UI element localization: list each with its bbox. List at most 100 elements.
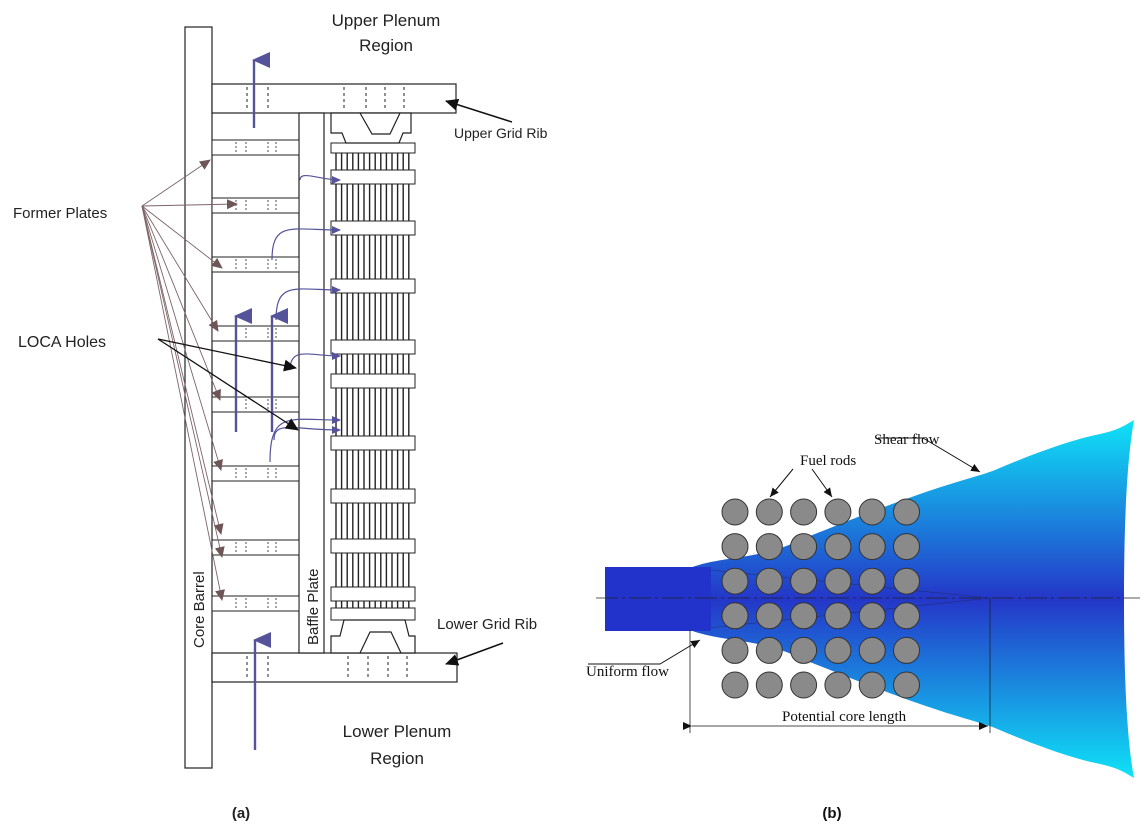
panel-b-leaders bbox=[588, 437, 981, 665]
fuel-rod bbox=[790, 602, 818, 630]
lower-grid-rib bbox=[211, 652, 458, 683]
lower-nozzle-detail bbox=[359, 631, 402, 654]
fuel-rod bbox=[790, 671, 818, 699]
former-plate-pointer bbox=[141, 205, 225, 601]
top-end-plate bbox=[330, 142, 416, 154]
lower-plenum-label-line2: Region bbox=[370, 749, 424, 768]
fuel-rod bbox=[755, 567, 783, 595]
former-plate bbox=[211, 197, 300, 214]
upper-plenum-label-line1: Upper Plenum bbox=[332, 11, 441, 30]
loca-flow-curve bbox=[299, 175, 341, 184]
loca-flow-curve bbox=[271, 225, 341, 261]
fuel-rod bbox=[755, 671, 783, 699]
fuel-rods-label: Fuel rods bbox=[800, 453, 856, 469]
former-plate-pointer bbox=[141, 205, 223, 269]
fuel-rod bbox=[858, 671, 886, 699]
spacer-grid bbox=[330, 169, 416, 185]
fuel-rod bbox=[790, 567, 818, 595]
upper-nozzle-detail bbox=[359, 112, 401, 135]
former-plate-pointer bbox=[141, 159, 211, 207]
potential-core-length-label: Potential core length bbox=[782, 709, 907, 725]
baffle-plate-label: Baffle Plate bbox=[305, 569, 322, 645]
fuel-rod bbox=[893, 602, 920, 630]
lower-plenum-label-line1: Lower Plenum bbox=[343, 722, 452, 741]
panel-a bbox=[184, 26, 458, 769]
former-plate bbox=[211, 396, 300, 413]
former-plates-label: Former Plates bbox=[13, 205, 107, 222]
former-plate-pointers bbox=[141, 159, 238, 601]
fuel-rod bbox=[790, 533, 818, 561]
former-plate-pointer bbox=[141, 205, 219, 332]
former-plate bbox=[211, 595, 300, 612]
upper-grid-rib-label: Upper Grid Rib bbox=[454, 125, 548, 141]
fuel-rod bbox=[824, 567, 852, 595]
fuel-rod bbox=[721, 671, 749, 699]
fuel-rod bbox=[858, 602, 886, 630]
fuel-rod bbox=[721, 533, 749, 561]
spacer-grid bbox=[330, 339, 416, 355]
core-barrel-label: Core Barrel bbox=[191, 571, 208, 648]
fuel-rod bbox=[755, 602, 783, 630]
former-plate-pointer bbox=[141, 205, 224, 535]
former-plate bbox=[211, 465, 300, 482]
lower-grid-rib-label: Lower Grid Rib bbox=[437, 616, 537, 633]
fuel-rod bbox=[824, 498, 852, 526]
fuel-rod bbox=[721, 567, 749, 595]
fuel-rod bbox=[893, 636, 920, 664]
fuel-assembly bbox=[330, 142, 416, 621]
panel-a-labels: Upper Plenum Region Lower Plenum Region … bbox=[13, 11, 548, 822]
fuel-rod bbox=[858, 533, 886, 561]
panel-b: Shear flow Fuel rods Uniform flow Potent… bbox=[586, 420, 1140, 822]
spacer-grid bbox=[330, 220, 416, 236]
fuel-rod bbox=[824, 602, 852, 630]
core-barrel bbox=[184, 26, 213, 769]
upper-plenum-label-line2: Region bbox=[359, 36, 413, 55]
spacer-grid bbox=[330, 586, 416, 602]
former-plate bbox=[211, 139, 300, 156]
fuel-rod bbox=[721, 636, 749, 664]
fuel-rod bbox=[721, 498, 749, 526]
panel-b-labels: Shear flow Fuel rods Uniform flow Potent… bbox=[586, 432, 940, 725]
spacer-grid bbox=[330, 373, 416, 389]
loca-holes-label: LOCA Holes bbox=[18, 334, 106, 351]
former-plate bbox=[211, 325, 300, 342]
former-plate-pointer bbox=[141, 205, 223, 471]
fuel-rod bbox=[824, 671, 852, 699]
former-plate bbox=[211, 256, 300, 273]
fuel-rod bbox=[893, 533, 920, 561]
fuel-rod bbox=[721, 602, 749, 630]
former-plates bbox=[211, 139, 300, 612]
grid-rib-holes bbox=[246, 87, 408, 679]
spacer-grid bbox=[330, 278, 416, 294]
fuel-rod bbox=[893, 498, 920, 526]
lower-nozzle bbox=[330, 619, 416, 654]
shear-flow-region bbox=[620, 420, 1134, 778]
fuel-rod bbox=[790, 498, 818, 526]
caption-b: (b) bbox=[822, 805, 841, 822]
spacer-grid bbox=[330, 538, 416, 554]
fuel-rod bbox=[824, 636, 852, 664]
caption-a: (a) bbox=[232, 805, 250, 822]
fuel-rod bbox=[755, 636, 783, 664]
fuel-rod-array bbox=[721, 498, 920, 699]
loca-pointers bbox=[157, 338, 299, 431]
former-plate-pointer bbox=[141, 205, 221, 401]
fuel-rod bbox=[858, 567, 886, 595]
fuel-rod bbox=[858, 636, 886, 664]
former-plate-pointer bbox=[141, 199, 238, 210]
spacer-grid bbox=[330, 488, 416, 504]
former-plate-pointer bbox=[141, 205, 225, 558]
uniform-flow-inlet bbox=[605, 567, 711, 631]
baffle-plate bbox=[298, 112, 325, 654]
fuel-rod bbox=[893, 671, 920, 699]
former-plate bbox=[211, 539, 300, 556]
upper-nozzle bbox=[330, 112, 412, 144]
fuel-rod bbox=[893, 567, 920, 595]
fuel-rod bbox=[755, 533, 783, 561]
uniform-flow-label: Uniform flow bbox=[586, 664, 669, 680]
fuel-rod bbox=[824, 533, 852, 561]
rib-pointers bbox=[445, 98, 513, 666]
bottom-end-plate bbox=[330, 607, 416, 621]
fuel-rod bbox=[858, 498, 886, 526]
